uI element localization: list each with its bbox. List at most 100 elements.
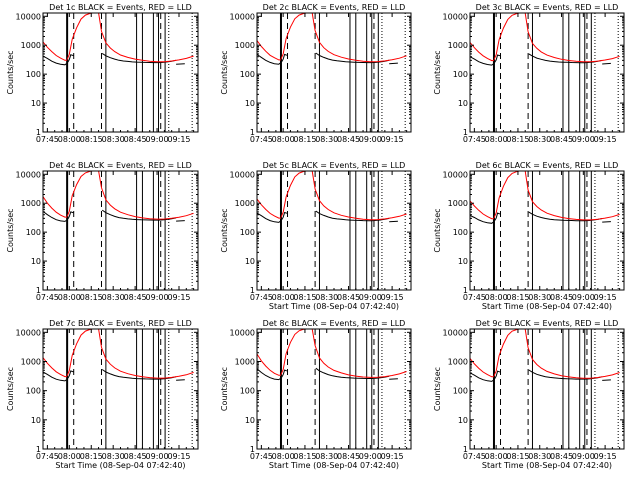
y-axis-label: Counts/sec bbox=[220, 208, 229, 252]
events-series-line bbox=[281, 211, 288, 221]
y-tick-label: 1000 bbox=[21, 357, 41, 366]
event-markers bbox=[492, 13, 619, 132]
lld-series-line bbox=[257, 198, 281, 219]
x-tick-label: 08:30 bbox=[315, 135, 338, 144]
x-tick-label: 08:30 bbox=[102, 293, 125, 302]
events-series-line bbox=[528, 369, 603, 380]
y-tick-label: 10000 bbox=[443, 170, 468, 179]
y-axis-label: Counts/sec bbox=[6, 367, 15, 411]
x-tick-label: 08:15 bbox=[506, 293, 529, 302]
events-series-line bbox=[43, 210, 67, 222]
events-series-line bbox=[315, 52, 390, 64]
panel-title: Det 2c BLACK = Events, RED = LLD bbox=[263, 3, 406, 12]
y-tick-label: 100 bbox=[453, 387, 468, 396]
y-tick-label: 1000 bbox=[235, 41, 255, 50]
x-tick-label: 08:00 bbox=[272, 135, 295, 144]
y-tick-label: 100 bbox=[26, 387, 41, 396]
lld-series-line bbox=[257, 353, 281, 376]
x-tick-label: 09:15 bbox=[594, 135, 617, 144]
x-tick-label: 09:15 bbox=[594, 293, 617, 302]
events-series-line bbox=[67, 370, 74, 379]
x-tick-label: 08:15 bbox=[80, 293, 103, 302]
panel-title: Det 8c BLACK = Events, RED = LLD bbox=[263, 319, 406, 328]
x-tick-label: 09:00 bbox=[359, 135, 382, 144]
x-axis-label: Start Time (08-Sep-04 07:42:40) bbox=[269, 302, 399, 311]
y-tick-label: 100 bbox=[240, 70, 255, 79]
lld-series-line bbox=[470, 200, 494, 220]
x-axis-label: Start Time (08-Sep-04 07:42:40) bbox=[55, 461, 185, 470]
panel-title: Det 4c BLACK = Events, RED = LLD bbox=[49, 161, 192, 170]
lld-series-line bbox=[493, 329, 520, 377]
x-tick-label: 08:30 bbox=[102, 452, 125, 461]
y-axis-label: Counts/sec bbox=[433, 208, 442, 252]
y-tick-label: 100 bbox=[26, 70, 41, 79]
lld-series-line bbox=[98, 329, 194, 379]
x-tick-label: 08:00 bbox=[485, 452, 508, 461]
x-tick-label: 07:45 bbox=[250, 135, 273, 144]
panel-5: 1 10 100 1000 10000 07:4508:0008:1508:3008:45… bbox=[220, 161, 412, 311]
y-tick-label: 1000 bbox=[448, 41, 468, 50]
x-tick-label: 08:15 bbox=[80, 135, 103, 144]
event-markers bbox=[492, 171, 619, 290]
y-tick-label: 10000 bbox=[443, 328, 468, 337]
y-tick-label: 1 bbox=[36, 128, 41, 137]
x-tick-label: 07:45 bbox=[36, 293, 59, 302]
y-axis-label: Counts/sec bbox=[433, 367, 442, 411]
x-tick-label: 08:45 bbox=[337, 452, 360, 461]
series-group bbox=[43, 329, 194, 382]
events-series-line bbox=[494, 370, 501, 379]
lld-series-line bbox=[43, 196, 68, 218]
y-tick-label: 1 bbox=[250, 286, 255, 295]
lld-series-line bbox=[66, 171, 93, 217]
x-axis-label: Start Time (08-Sep-04 07:42:40) bbox=[269, 461, 399, 470]
y-tick-label: 1000 bbox=[235, 199, 255, 208]
x-tick-label: 09:00 bbox=[572, 293, 595, 302]
x-tick-label: 08:30 bbox=[528, 452, 551, 461]
events-series-line bbox=[67, 211, 74, 220]
x-tick-label: 08:15 bbox=[80, 452, 103, 461]
x-tick-label: 08:45 bbox=[337, 293, 360, 302]
x-tick-label: 08:15 bbox=[293, 135, 316, 144]
events-series-line bbox=[43, 371, 67, 382]
y-tick-label: 1000 bbox=[235, 357, 255, 366]
x-tick-label: 09:00 bbox=[146, 135, 169, 144]
x-tick-label: 08:00 bbox=[485, 293, 508, 302]
lld-series-line bbox=[311, 329, 407, 378]
lld-series-line bbox=[280, 171, 307, 218]
x-tick-label: 08:00 bbox=[58, 452, 81, 461]
x-tick-label: 08:45 bbox=[124, 293, 147, 302]
y-tick-label: 1 bbox=[463, 286, 468, 295]
panel-title: Det 1c BLACK = Events, RED = LLD bbox=[49, 3, 192, 12]
y-tick-label: 10 bbox=[458, 416, 468, 425]
x-axis-label: Start Time (08-Sep-04 07:42:40) bbox=[482, 461, 612, 470]
y-tick-label: 1000 bbox=[448, 357, 468, 366]
lld-series-line bbox=[43, 357, 68, 378]
x-tick-label: 09:00 bbox=[359, 452, 382, 461]
x-tick-label: 08:45 bbox=[550, 135, 573, 144]
lld-series-line bbox=[524, 13, 620, 63]
y-tick-label: 1 bbox=[463, 128, 468, 137]
y-tick-label: 1000 bbox=[448, 199, 468, 208]
events-series-line bbox=[257, 212, 281, 223]
series-group bbox=[257, 13, 407, 65]
x-tick-label: 09:15 bbox=[167, 293, 190, 302]
y-tick-label: 10000 bbox=[16, 170, 41, 179]
y-tick-label: 10 bbox=[245, 257, 255, 266]
x-tick-label: 08:00 bbox=[272, 452, 295, 461]
events-series-line bbox=[176, 220, 185, 222]
events-series-line bbox=[470, 372, 494, 382]
y-tick-label: 10000 bbox=[230, 328, 255, 337]
x-tick-label: 07:45 bbox=[463, 135, 486, 144]
y-tick-label: 10000 bbox=[16, 328, 41, 337]
events-series-line bbox=[470, 56, 494, 66]
x-tick-label: 09:15 bbox=[381, 452, 404, 461]
lld-series-line bbox=[524, 329, 620, 379]
events-series-line bbox=[101, 209, 177, 221]
panel-8: 1 10 100 1000 10000 07:4508:0008:1508:3008:45… bbox=[220, 319, 412, 470]
event-markers bbox=[66, 329, 193, 449]
panel-7: 1 10 100 1000 10000 07:4508:0008:1508:3008:45… bbox=[6, 319, 199, 470]
x-tick-label: 09:00 bbox=[146, 293, 169, 302]
event-markers bbox=[279, 329, 406, 449]
events-series-line bbox=[470, 214, 494, 224]
